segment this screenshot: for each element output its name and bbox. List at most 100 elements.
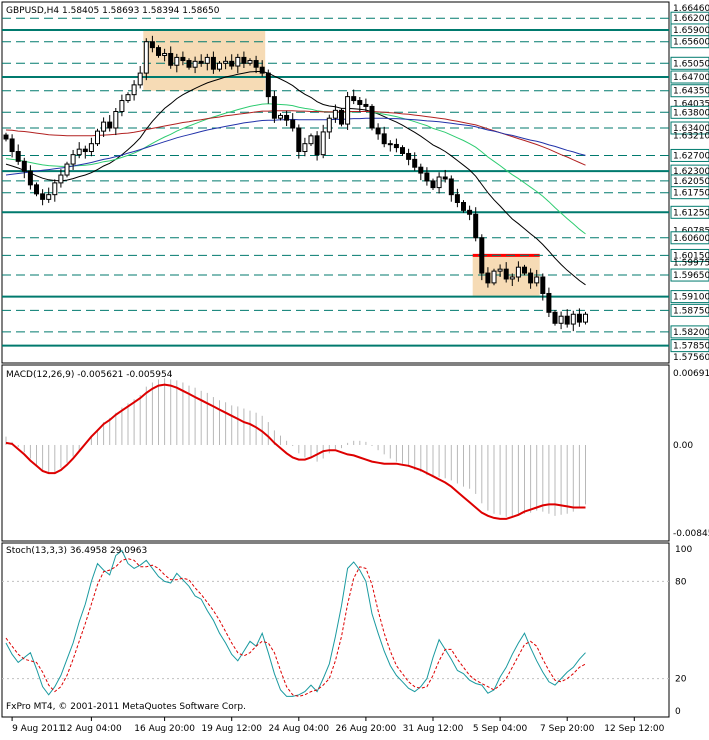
stoch-tick-label: 100 <box>675 545 692 555</box>
candle-body <box>162 52 168 56</box>
candle-76 <box>467 205 473 221</box>
candle-46 <box>284 110 290 127</box>
price-tick-label: 1.62300 <box>673 167 709 177</box>
candle-6 <box>40 189 46 206</box>
candle-body <box>174 56 180 66</box>
price-tick-label: 1.65600 <box>673 38 709 48</box>
candle-body <box>467 209 473 215</box>
candle-32 <box>198 54 204 67</box>
candle-body <box>393 143 399 149</box>
price-tick-label: 1.60600 <box>673 234 709 244</box>
candle-body <box>345 96 351 125</box>
price-tick-label: 1.65900 <box>673 26 709 36</box>
candle-body <box>461 201 466 211</box>
candle-body <box>278 114 283 119</box>
price-tick-label: 1.59975 <box>673 258 709 268</box>
price-tick-label: 1.63400 <box>673 124 709 134</box>
candle-85 <box>522 264 527 276</box>
candle-66 <box>406 148 412 166</box>
candle-body <box>406 152 412 160</box>
stoch-tick-label: 80 <box>675 577 687 587</box>
candle-53 <box>326 114 332 139</box>
candle-body <box>40 193 46 200</box>
candle-55 <box>339 107 344 127</box>
candle-body <box>442 176 448 180</box>
candle-57 <box>351 89 357 105</box>
price-tick-label: 1.66200 <box>673 14 709 24</box>
candle-36 <box>223 56 229 70</box>
candle-body <box>88 143 94 153</box>
candle-body <box>259 66 265 74</box>
candle-body <box>186 60 192 68</box>
time-tick-label: 31 Aug 12:00 <box>403 724 464 734</box>
candle-74 <box>454 188 460 208</box>
candle-body <box>101 121 107 132</box>
time-tick-label: 19 Aug 12:00 <box>201 724 262 734</box>
candle-58 <box>357 97 363 112</box>
price-label-box-9 <box>670 121 709 135</box>
candle-body <box>241 56 247 64</box>
candle-60 <box>369 104 375 131</box>
candle-95 <box>583 311 588 325</box>
candle-75 <box>461 200 466 213</box>
candle-18 <box>113 107 119 136</box>
price-tick-label: 1.58200 <box>673 328 709 338</box>
candle-body <box>558 315 564 324</box>
candle-body <box>271 96 277 119</box>
price-tick-label: 1.62050 <box>673 177 709 187</box>
candle-41 <box>253 55 259 74</box>
candle-body <box>430 180 436 189</box>
candle-body <box>454 194 460 203</box>
candle-body <box>198 60 204 64</box>
candle-12 <box>76 142 82 159</box>
candle-27 <box>168 46 174 69</box>
candle-body <box>46 194 52 200</box>
zone-rect-0 <box>143 29 266 91</box>
candle-body <box>485 272 491 284</box>
price-label-box-17 <box>670 231 709 245</box>
candle-body <box>552 311 558 324</box>
stoch-tick-label: 20 <box>675 675 687 685</box>
candle-68 <box>418 163 424 181</box>
candle-45 <box>278 113 283 121</box>
time-tick-label: 7 Sep 20:00 <box>540 724 595 734</box>
candle-body <box>302 143 308 153</box>
candle-body <box>320 131 326 156</box>
candle-body <box>369 105 375 129</box>
candle-20 <box>125 92 131 103</box>
candle-48 <box>296 124 302 159</box>
macd-title: MACD(12,26,9) -0.005621 -0.005954 <box>6 370 173 380</box>
candle-15 <box>95 128 100 147</box>
candle-78 <box>479 234 485 281</box>
candle-90 <box>552 309 558 326</box>
candle-86 <box>528 268 534 289</box>
candle-61 <box>375 123 381 140</box>
moving-average-0 <box>5 71 586 286</box>
candle-body <box>95 130 100 145</box>
candle-0 <box>3 132 9 142</box>
candle-body <box>217 62 222 70</box>
candle-body <box>570 313 576 325</box>
price-tick-label: 1.64700 <box>673 73 709 83</box>
candle-body <box>27 170 33 186</box>
candle-body <box>540 276 546 294</box>
candle-body <box>253 60 259 68</box>
candle-body <box>308 135 314 145</box>
candle-body <box>473 213 479 239</box>
candle-94 <box>576 308 582 327</box>
candle-body <box>546 292 552 313</box>
candle-26 <box>162 48 168 62</box>
time-tick-label: 9 Aug 2011 <box>12 724 64 734</box>
candle-40 <box>247 58 253 66</box>
candle-body <box>149 41 155 49</box>
price-label-box-23 <box>670 303 709 317</box>
candle-31 <box>192 56 198 74</box>
candle-65 <box>400 145 405 156</box>
candle-47 <box>290 113 296 132</box>
candle-44 <box>271 90 277 123</box>
candle-5 <box>34 182 39 197</box>
price-label-box-18 <box>670 248 709 262</box>
copyright-text: FxPro MT4, © 2001-2011 MetaQuotes Softwa… <box>6 702 246 712</box>
candle-body <box>515 266 521 278</box>
